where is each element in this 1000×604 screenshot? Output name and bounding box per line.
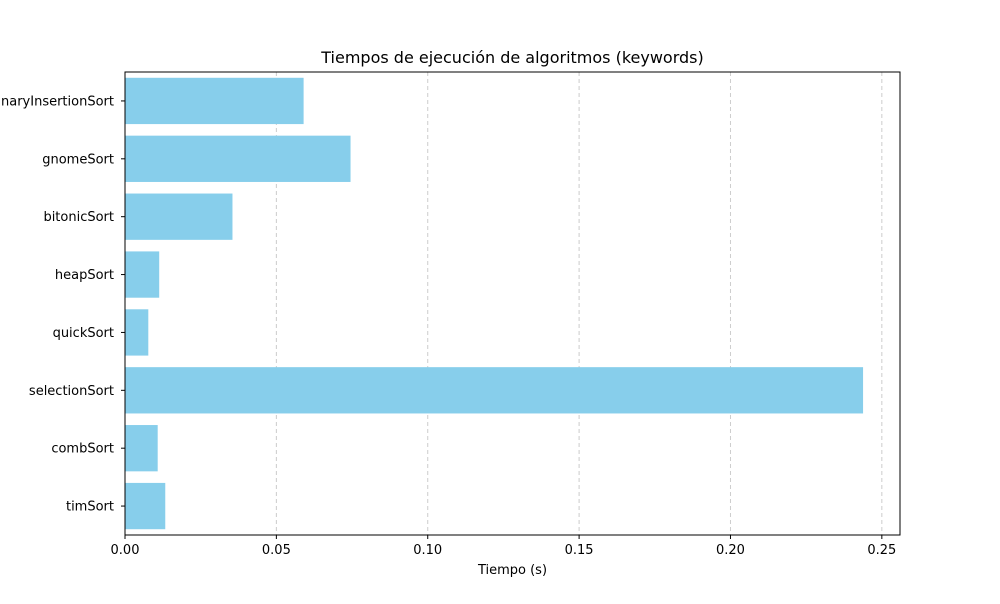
x-tick-label: 0.25	[867, 543, 896, 558]
y-tick-label: bitonicSort	[43, 210, 114, 225]
y-tick-label: quickSort	[53, 326, 114, 341]
bar-quickSort	[125, 309, 149, 356]
bar-bitonicSort	[125, 193, 233, 240]
y-tick-label: timSort	[66, 500, 114, 515]
x-tick-label: 0.15	[565, 543, 594, 558]
y-axis-ticks: binaryInsertionSort gnomeSort bitonicSort h…	[0, 94, 125, 515]
grid-lines	[275, 72, 883, 535]
bar-timSort	[125, 482, 166, 530]
plot-area-frame	[124, 71, 901, 536]
bar-selectionSort	[125, 367, 864, 414]
bar-gnomeSort	[125, 135, 351, 182]
bars	[125, 77, 864, 530]
x-axis-label: Tiempo (s)	[477, 563, 547, 578]
x-axis-ticks: 0.00 0.05 0.10 0.15 0.20 0.25	[111, 535, 896, 558]
y-tick-label: combSort	[51, 442, 114, 457]
bar-binaryInsertionSort	[125, 77, 304, 125]
x-tick-label: 0.00	[111, 543, 140, 558]
y-tick-label: heapSort	[55, 268, 114, 283]
bar-heapSort	[125, 251, 160, 298]
y-tick-label: binaryInsertionSort	[0, 94, 114, 109]
x-tick-label: 0.10	[413, 543, 442, 558]
x-tick-label: 0.05	[262, 543, 291, 558]
y-tick-label: selectionSort	[29, 384, 114, 399]
chart-title: Tiempos de ejecución de algoritmos (keyw…	[320, 48, 703, 67]
bar-combSort	[125, 425, 158, 472]
x-tick-label: 0.20	[716, 543, 745, 558]
y-tick-label: gnomeSort	[42, 152, 114, 167]
